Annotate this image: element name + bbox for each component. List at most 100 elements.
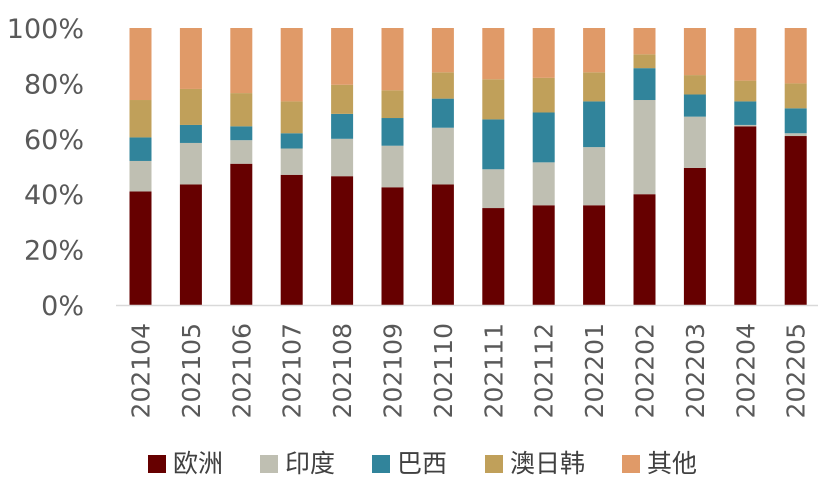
bar-segment xyxy=(734,80,757,102)
bar-segment xyxy=(179,124,202,143)
bar-segment xyxy=(532,28,555,78)
bar-segment xyxy=(633,54,656,69)
bar-segment xyxy=(381,118,404,146)
bar-segment xyxy=(683,75,706,95)
bar-segment xyxy=(381,187,404,305)
bar-segment xyxy=(230,28,253,94)
x-tick-label: 202202 xyxy=(631,323,660,418)
bar-segment xyxy=(230,140,253,164)
bar-segment xyxy=(331,138,354,177)
bar-segment xyxy=(683,116,706,168)
x-tick-label: 202108 xyxy=(328,323,357,418)
bar-segment xyxy=(331,176,354,305)
legend-swatch xyxy=(485,455,503,473)
legend-label: 印度 xyxy=(285,449,335,478)
bar-segment xyxy=(683,167,706,305)
legend-swatch xyxy=(372,455,390,473)
bar-segment xyxy=(179,88,202,125)
bar-segment xyxy=(129,137,152,161)
legend-label: 澳日韩 xyxy=(510,449,585,478)
bar-segment xyxy=(129,160,152,192)
bar-segment xyxy=(431,127,454,185)
y-tick-label: 100% xyxy=(7,14,84,45)
bar-segment xyxy=(331,113,354,139)
y-tick-label: 80% xyxy=(24,69,84,100)
x-tick-label: 202110 xyxy=(429,323,458,418)
x-tick-label: 202111 xyxy=(479,323,508,418)
bar-segment xyxy=(784,28,807,84)
bar-segment xyxy=(532,77,555,113)
x-tick-label: 202201 xyxy=(580,323,609,418)
bar-segment xyxy=(129,100,152,138)
y-tick-label: 20% xyxy=(24,236,84,267)
x-tick-label: 202107 xyxy=(278,323,307,418)
bar-segment xyxy=(784,136,807,305)
y-tick-label: 40% xyxy=(24,180,84,211)
x-tick-label: 202106 xyxy=(227,323,256,418)
bar-segment xyxy=(230,126,253,141)
legend-swatch xyxy=(260,455,278,473)
bar-segment xyxy=(280,28,303,102)
bar-segment xyxy=(482,208,505,305)
bar-segment xyxy=(331,28,354,85)
bar-segment xyxy=(532,112,555,163)
bar-segment xyxy=(381,90,404,119)
bar-segment xyxy=(331,84,354,114)
bar-segment xyxy=(230,163,253,305)
bar-segment xyxy=(280,133,303,149)
y-tick-label: 0% xyxy=(41,291,84,322)
bar-segment xyxy=(583,28,606,73)
bar-segment xyxy=(784,108,807,134)
bar-segment xyxy=(633,194,656,305)
bar-segment xyxy=(280,174,303,305)
bar-segment xyxy=(179,184,202,305)
bar-segment xyxy=(381,145,404,188)
bar-segment xyxy=(683,28,706,76)
x-tick-label: 202105 xyxy=(177,323,206,418)
bar-segment xyxy=(633,100,656,195)
x-tick-label: 202109 xyxy=(379,323,408,418)
bar-segment xyxy=(431,72,454,99)
bar-segment xyxy=(633,28,656,55)
legend-label: 欧洲 xyxy=(173,449,223,478)
bar-segment xyxy=(482,169,505,209)
bar-segment xyxy=(280,148,303,175)
bar-segment xyxy=(532,162,555,206)
bar-segment xyxy=(280,101,303,134)
bar-segment xyxy=(129,191,152,305)
bar-segment xyxy=(482,28,505,80)
legend: 欧洲 印度 巴西 澳日韩 其他 xyxy=(148,449,697,478)
bar-segment xyxy=(381,28,404,91)
bar-segment xyxy=(179,142,202,185)
plot-area xyxy=(129,28,807,306)
bar-segment xyxy=(482,119,505,170)
bar-segment xyxy=(734,101,757,125)
bar-segment xyxy=(583,101,606,148)
y-tick-label: 60% xyxy=(24,125,84,156)
bar-segment xyxy=(482,79,505,120)
legend-label: 巴西 xyxy=(397,449,447,478)
bar-segment xyxy=(583,147,606,206)
bar-segment xyxy=(179,28,202,89)
legend-label: 其他 xyxy=(647,449,697,478)
x-axis: 202104 202105 202106 202107 202108 202109 2021… xyxy=(116,304,818,418)
x-tick-label: 202203 xyxy=(681,323,710,418)
bar-segment xyxy=(734,28,757,81)
x-tick-label: 202204 xyxy=(731,323,760,418)
bar-segment xyxy=(784,133,807,137)
bar-segment xyxy=(230,93,253,127)
legend-swatch xyxy=(148,455,166,473)
bar-segment xyxy=(431,28,454,73)
bar-segment xyxy=(583,72,606,102)
bar-segment xyxy=(431,98,454,128)
bar-segment xyxy=(633,68,656,101)
bar-segment xyxy=(431,184,454,305)
bar-segment xyxy=(734,126,757,306)
bar-segment xyxy=(532,205,555,305)
y-axis: 0% 20% 40% 60% 80% 100% xyxy=(7,14,84,322)
x-tick-label: 202104 xyxy=(127,323,156,418)
bar-segment xyxy=(129,28,152,101)
bar-segment xyxy=(784,83,807,109)
legend-swatch xyxy=(622,455,640,473)
